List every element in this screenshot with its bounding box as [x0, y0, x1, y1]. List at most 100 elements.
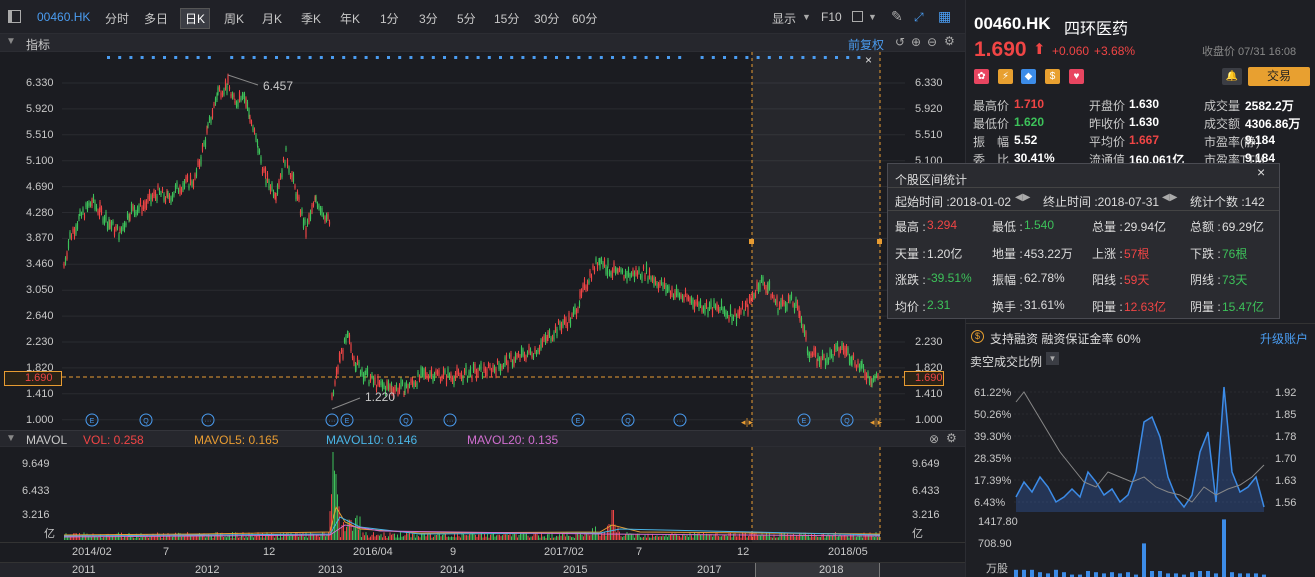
volume-bar: [440, 536, 442, 540]
tab-weekly-k[interactable]: 周K: [224, 12, 245, 26]
tab-30min[interactable]: 30分: [534, 12, 560, 26]
candle-body: [135, 211, 137, 216]
tab-quarterly-k[interactable]: 季K: [301, 12, 322, 26]
event-dot: [801, 56, 805, 59]
close-selection-icon[interactable]: ×: [865, 53, 873, 67]
kline-canvas[interactable]: E Q ··· ··· E Q ··· E Q ··· E Q ◂|▸ ◂|▸: [0, 52, 965, 430]
price-tick-left: 4.280: [26, 206, 54, 219]
lightning-icon[interactable]: ⚡: [998, 69, 1013, 84]
candle-body: [702, 307, 705, 312]
event-marker-label: E: [802, 418, 807, 425]
kline-chart[interactable]: E Q ··· ··· E Q ··· E Q ··· E Q ◂|▸ ◂|▸ 6.330 5.920 5.5…: [0, 52, 965, 430]
volume-bar: [332, 452, 334, 540]
tab-1min[interactable]: 1分: [380, 12, 399, 26]
short-ratio-chart[interactable]: [966, 377, 1315, 577]
volume-bar: [191, 534, 193, 540]
layout-icon[interactable]: [8, 10, 21, 23]
short-volume-bar: [1190, 572, 1194, 577]
volume-bar: [319, 536, 320, 540]
box-icon[interactable]: [852, 11, 863, 22]
expand-icon[interactable]: ⤢: [914, 10, 924, 24]
collapse-icon[interactable]: ▼: [6, 36, 16, 47]
tab-multiday[interactable]: 多日: [144, 12, 169, 26]
mavol10-line: [63, 516, 881, 537]
upgrade-link[interactable]: 升级账户: [1260, 332, 1309, 346]
candle-body: [245, 98, 247, 107]
tab-15min[interactable]: 15分: [494, 12, 520, 26]
undo-icon[interactable]: ↺: [895, 35, 906, 49]
candle-body: [847, 348, 849, 354]
candle-body: [826, 354, 828, 364]
pen-icon[interactable]: ✎: [891, 8, 903, 24]
popup-stat-label: 最低 :: [992, 220, 1023, 234]
restore-mode[interactable]: 前复权: [848, 38, 885, 52]
volume-bar: [724, 534, 725, 540]
candle-body: [746, 300, 748, 306]
year-axis[interactable]: 2011 2012 2013 2014 2015 2017 2018: [0, 562, 965, 577]
candle-body: [207, 123, 209, 127]
tab-monthly-k[interactable]: 月K: [262, 12, 283, 26]
candle-body: [796, 301, 799, 309]
display-menu[interactable]: 显示: [772, 12, 797, 26]
popup-stat-value: 1.20亿: [927, 246, 963, 261]
candle-body: [98, 209, 101, 218]
tab-5min[interactable]: 5分: [457, 12, 476, 26]
event-dot: [297, 56, 301, 59]
volume-bar: [694, 532, 695, 540]
volume-bar: [334, 470, 335, 540]
candle-body: [525, 356, 527, 361]
trade-button[interactable]: 交易: [1248, 67, 1310, 86]
short-ratio-tick: 39.30%: [974, 431, 1012, 443]
volume-canvas[interactable]: [0, 447, 965, 542]
heart-icon[interactable]: ♥: [1069, 69, 1084, 84]
volume-bar: [769, 532, 770, 540]
volume-bar: [862, 537, 863, 540]
remove-icon[interactable]: ⊖: [927, 35, 938, 49]
candle-body: [450, 373, 452, 380]
event-marker: [139, 413, 153, 427]
settings-icon[interactable]: ⚙: [946, 431, 957, 445]
volume-bar: [236, 532, 238, 540]
scroll-range[interactable]: [755, 563, 880, 577]
arrows-icon[interactable]: ◀▶: [1162, 192, 1178, 203]
tab-3min[interactable]: 3分: [419, 12, 438, 26]
close-icon[interactable]: ⊗: [929, 432, 940, 446]
tab-yearly-k[interactable]: 年K: [340, 12, 361, 26]
popup-end: 终止时间 :2018-07-31: [1043, 195, 1160, 209]
chevron-down-icon[interactable]: ▼: [868, 12, 877, 22]
volume-chart[interactable]: 9.649 6.433 3.216 亿 9.649 6.433 3.216 亿: [0, 447, 965, 542]
bell-icon[interactable]: 🔔: [1222, 68, 1242, 85]
collapse-icon[interactable]: ▼: [1046, 352, 1059, 365]
chevron-down-icon[interactable]: ▼: [802, 12, 811, 22]
grid-icon[interactable]: ▦: [938, 8, 952, 24]
popup-close-icon[interactable]: ×: [1257, 164, 1266, 180]
popup-stat-value: 2.31: [927, 297, 951, 312]
tag-icon[interactable]: ◆: [1021, 69, 1036, 84]
tab-daily-k[interactable]: 日K: [180, 8, 211, 29]
event-dot: [207, 56, 211, 59]
tab-60min[interactable]: 60分: [572, 12, 598, 26]
popup-stat-value: 62.78%: [1024, 271, 1065, 285]
settings-icon[interactable]: ⚙: [944, 34, 955, 48]
price-tick-right: 5.920: [915, 102, 943, 115]
add-icon[interactable]: ⊕: [911, 35, 922, 49]
collapse-icon[interactable]: ▼: [6, 433, 16, 444]
vol-name[interactable]: MAVOL: [26, 433, 68, 447]
hk-flag-icon[interactable]: ✿: [974, 69, 989, 84]
volume-bar: [493, 532, 494, 540]
volume-bar: [268, 535, 269, 540]
volume-bar: [431, 537, 433, 540]
volume-bar: [151, 536, 152, 540]
arrows-icon[interactable]: ◀▶: [1015, 192, 1031, 203]
volume-bar: [605, 535, 607, 540]
stock-code[interactable]: 00460.HK: [37, 10, 91, 24]
volume-bar: [283, 532, 284, 540]
dollar-icon[interactable]: $: [1045, 69, 1060, 84]
candle-body: [671, 287, 673, 296]
indicator-label[interactable]: 指标: [26, 38, 51, 52]
volume-bar: [266, 532, 268, 540]
f10-button[interactable]: F10: [821, 10, 842, 24]
candle-body: [331, 394, 333, 399]
tab-intraday[interactable]: 分时: [105, 12, 130, 26]
volume-bar: [731, 537, 733, 540]
